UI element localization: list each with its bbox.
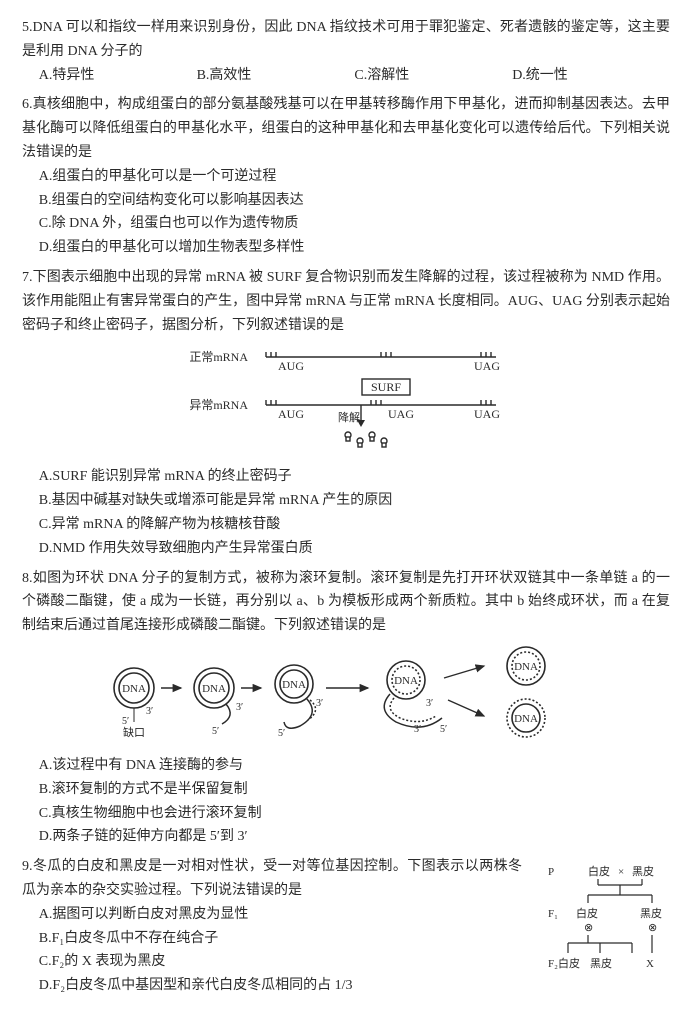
q7-number: 7. [22, 270, 33, 285]
q9-black-p: 黑皮 [632, 865, 654, 878]
q8-5p-1: 5′ [122, 716, 129, 727]
q8-dna-3: DNA [282, 679, 306, 691]
question-7: 7.下图表示细胞中出现的异常 mRNA 被 SURF 复合物识别而发生降解的过程… [22, 266, 670, 561]
q8-3p-4b: 3′ [414, 724, 421, 735]
q7-uag-3: UAG [474, 407, 500, 421]
q9-opt-a: A.据图可以判断白皮对黑皮为显性 [39, 903, 522, 927]
q8-dna-2: DNA [202, 683, 226, 695]
q7-aug-1: AUG [278, 359, 304, 373]
q9-self-1: ⊗ [584, 922, 593, 934]
question-5: 5.DNA 可以和指纹一样用来识别身份，因此 DNA 指纹技术可用于罪犯鉴定、死… [22, 16, 670, 87]
q8-nick-label: 缺口 [123, 725, 145, 739]
q9-black-f1: 黑皮 [640, 907, 662, 920]
q8-5p-4: 5′ [440, 724, 447, 735]
q7-diagram: 正常mRNA AUG UAG SURF 异常mRNA AUG UAG [22, 343, 670, 455]
q9-X: X [646, 958, 654, 970]
q6-stem: 6.真核细胞中，构成组蛋白的部分氨基酸残基可以在甲基转移酶作用下甲基化，进而抑制… [22, 93, 670, 164]
q8-options: A.该过程中有 DNA 连接酶的参与 B.滚环复制的方式不是半保留复制 C.真核… [22, 754, 670, 849]
q8-diagram: DNA 3′ 5′ 缺口 DNA 3′ 5′ DNA [22, 644, 670, 744]
q7-opt-b: B.基因中碱基对缺失或增添可能是异常 mRNA 产生的原因 [39, 489, 670, 513]
q9-black-f2: 黑皮 [590, 957, 612, 970]
q8-dna-5a: DNA [514, 661, 538, 673]
q5-number: 5. [22, 20, 33, 35]
q6-text: 真核细胞中，构成组蛋白的部分氨基酸残基可以在甲基转移酶作用下甲基化，进而抑制基因… [22, 97, 670, 160]
q8-5p-2: 5′ [212, 726, 219, 737]
q5-opt-c: C.溶解性 [354, 64, 512, 88]
question-9: 9.冬瓜的白皮和黑皮是一对相对性状，受一对等位基因控制。下图表示以两株冬瓜为亲本… [22, 855, 670, 998]
q9-number: 9. [22, 859, 33, 874]
q9-F1: F₁ [548, 908, 558, 920]
q9-white-p: 白皮 [588, 864, 610, 878]
q8-3p-4: 3′ [426, 698, 433, 709]
q7-degrade-label: 降解 [338, 410, 360, 424]
q9-cross: × [618, 866, 624, 878]
q8-opt-a: A.该过程中有 DNA 连接酶的参与 [39, 754, 670, 778]
q9-diagram: P 白皮 × 黑皮 F₁ 白皮 黑皮 ⊗ ⊗ F₂ 白 [540, 861, 670, 981]
q8-text: 如图为环状 DNA 分子的复制方式，被称为滚环复制。滚环复制是先打开环状双链其中… [22, 571, 670, 634]
q5-opt-d: D.统一性 [512, 64, 670, 88]
q9-opt-d: D.F₂白皮冬瓜中基因型和亲代白皮冬瓜相同的占 1/3 [39, 974, 522, 998]
q8-stem: 8.如图为环状 DNA 分子的复制方式，被称为滚环复制。滚环复制是先打开环状双链… [22, 567, 670, 638]
q6-opt-b: B.组蛋白的空间结构变化可以影响基因表达 [39, 189, 670, 213]
q5-options: A.特异性 B.高效性 C.溶解性 D.统一性 [22, 64, 670, 88]
q8-5p-3: 5′ [278, 728, 285, 739]
q8-dna-4: DNA [394, 675, 418, 687]
q7-text: 下图表示细胞中出现的异常 mRNA 被 SURF 复合物识别而发生降解的过程，该… [22, 270, 670, 333]
q8-3p-3: 3′ [316, 698, 323, 709]
q8-dna-5b: DNA [514, 713, 538, 725]
q7-surf-label: SURF [371, 380, 401, 394]
q7-options: A.SURF 能识别异常 mRNA 的终止密码子 B.基因中碱基对缺失或增添可能… [22, 465, 670, 560]
q5-opt-b: B.高效性 [197, 64, 355, 88]
q9-options: A.据图可以判断白皮对黑皮为显性 B.F₁白皮冬瓜中不存在纯合子 C.F₂的 X… [22, 903, 522, 998]
q7-opt-c: C.异常 mRNA 的降解产物为核糖核苷酸 [39, 513, 670, 537]
q5-opt-a: A.特异性 [39, 64, 197, 88]
q9-opt-b: B.F₁白皮冬瓜中不存在纯合子 [39, 927, 522, 951]
q7-uag-1: UAG [474, 359, 500, 373]
q9-text: 冬瓜的白皮和黑皮是一对相对性状，受一对等位基因控制。下图表示以两株冬瓜为亲本的杂… [22, 859, 522, 898]
q7-uag-2: UAG [388, 407, 414, 421]
q7-normal-label: 正常mRNA [189, 350, 248, 364]
q6-opt-c: C.除 DNA 外，组蛋白也可以作为遗传物质 [39, 212, 670, 236]
q8-opt-d: D.两条子链的延伸方向都是 5′到 3′ [39, 825, 670, 849]
question-6: 6.真核细胞中，构成组蛋白的部分氨基酸残基可以在甲基转移酶作用下甲基化，进而抑制… [22, 93, 670, 260]
q6-options: A.组蛋白的甲基化可以是一个可逆过程 B.组蛋白的空间结构变化可以影响基因表达 … [22, 165, 670, 260]
q9-F2: F₂ [548, 958, 558, 970]
q7-aug-2: AUG [278, 407, 304, 421]
q9-stem: 9.冬瓜的白皮和黑皮是一对相对性状，受一对等位基因控制。下图表示以两株冬瓜为亲本… [22, 855, 522, 903]
q8-opt-c: C.真核生物细胞中也会进行滚环复制 [39, 802, 670, 826]
q6-opt-a: A.组蛋白的甲基化可以是一个可逆过程 [39, 165, 670, 189]
q9-opt-c: C.F₂的 X 表现为黑皮 [39, 950, 522, 974]
q7-stem: 7.下图表示细胞中出现的异常 mRNA 被 SURF 复合物识别而发生降解的过程… [22, 266, 670, 337]
q8-number: 8. [22, 571, 33, 586]
q8-3p-1: 3′ [146, 706, 153, 717]
q6-opt-d: D.组蛋白的甲基化可以增加生物表型多样性 [39, 236, 670, 260]
q7-abnormal-label: 异常mRNA [189, 398, 248, 412]
q9-white-f1: 白皮 [576, 906, 598, 920]
q5-text: DNA 可以和指纹一样用来识别身份，因此 DNA 指纹技术可用于罪犯鉴定、死者遗… [22, 20, 670, 59]
q9-P: P [548, 866, 554, 878]
q8-dna-1: DNA [122, 683, 146, 695]
q7-opt-a: A.SURF 能识别异常 mRNA 的终止密码子 [39, 465, 670, 489]
q5-stem: 5.DNA 可以和指纹一样用来识别身份，因此 DNA 指纹技术可用于罪犯鉴定、死… [22, 16, 670, 64]
q8-opt-b: B.滚环复制的方式不是半保留复制 [39, 778, 670, 802]
q7-opt-d: D.NMD 作用失效导致细胞内产生异常蛋白质 [39, 537, 670, 561]
q8-3p-2: 3′ [236, 702, 243, 713]
q6-number: 6. [22, 97, 33, 112]
q9-self-2: ⊗ [648, 922, 657, 934]
question-8: 8.如图为环状 DNA 分子的复制方式，被称为滚环复制。滚环复制是先打开环状双链… [22, 567, 670, 850]
q9-white-f2: 白皮 [558, 956, 580, 970]
